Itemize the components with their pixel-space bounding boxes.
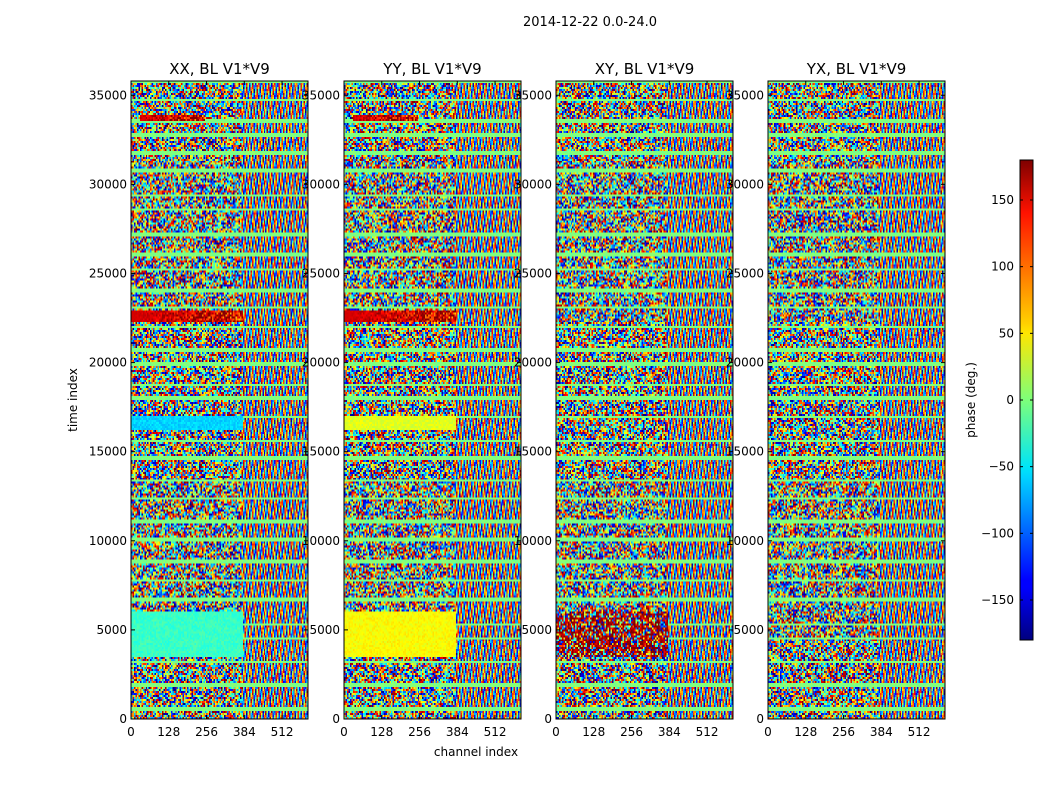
panel-frame xyxy=(130,80,309,720)
y-tick-label: 10000 xyxy=(514,534,552,548)
y-tick-label: 20000 xyxy=(302,356,340,370)
x-tick-label: 512 xyxy=(908,725,931,739)
x-tick-label: 512 xyxy=(271,725,294,739)
y-tick-label: 30000 xyxy=(514,177,552,191)
panel-title: YY, BL V1*V9 xyxy=(382,60,481,78)
x-tick-label: 128 xyxy=(582,725,605,739)
x-tick-label: 384 xyxy=(446,725,469,739)
x-tick-label: 0 xyxy=(552,725,560,739)
y-tick-label: 25000 xyxy=(89,266,127,280)
y-tick-label: 5000 xyxy=(733,623,764,637)
x-tick-label: 256 xyxy=(408,725,431,739)
panel-title: XY, BL V1*V9 xyxy=(595,60,695,78)
y-tick-label: 5000 xyxy=(309,623,340,637)
x-axis-label: channel index xyxy=(434,745,518,759)
panel-yy: YY, BL V1*V9 0 128 256 384 512 0 5000 10000 15000… xyxy=(302,60,522,739)
x-tick-label: 384 xyxy=(658,725,681,739)
x-tick-label: 256 xyxy=(832,725,855,739)
y-tick-label: 20000 xyxy=(726,356,764,370)
panel-frame xyxy=(343,80,522,720)
colorbar-tick-label: −150 xyxy=(981,593,1014,607)
y-tick-label: 35000 xyxy=(514,88,552,102)
y-tick-label: 30000 xyxy=(89,177,127,191)
y-tick-label: 15000 xyxy=(726,445,764,459)
y-tick-label: 35000 xyxy=(89,88,127,102)
x-tick-label: 512 xyxy=(696,725,719,739)
y-tick-label: 15000 xyxy=(89,445,127,459)
x-tick-label: 256 xyxy=(195,725,218,739)
colorbar-tick-label: −100 xyxy=(981,526,1014,540)
panel-title: YX, BL V1*V9 xyxy=(806,60,907,78)
colorbar: 150 100 50 0 −50 −100 −150 phase (deg.) xyxy=(964,159,1034,641)
x-tick-label: 0 xyxy=(764,725,772,739)
y-tick-label: 15000 xyxy=(514,445,552,459)
y-tick-label: 10000 xyxy=(302,534,340,548)
panel-yx: YX, BL V1*V9 0 128 256 384 512 0 5000 10000 15000… xyxy=(726,60,946,739)
panel-xx: XX, BL V1*V9 0 128 256 384 512 0 5000 10000 15000… xyxy=(89,60,309,739)
x-tick-label: 512 xyxy=(484,725,507,739)
heatmap-image-yx xyxy=(768,81,945,719)
y-tick-label: 10000 xyxy=(726,534,764,548)
colorbar-tick-label: 50 xyxy=(999,326,1014,340)
panel-xy: XY, BL V1*V9 0 128 256 384 512 0 5000 10000 15000… xyxy=(514,60,734,739)
y-tick-label: 10000 xyxy=(89,534,127,548)
heatmap-image-xy xyxy=(556,81,733,719)
figure-title: 2014-12-22 0.0-24.0 xyxy=(523,15,657,30)
x-tick-label: 128 xyxy=(370,725,393,739)
y-tick-label: 25000 xyxy=(302,266,340,280)
x-tick-label: 384 xyxy=(870,725,893,739)
colorbar-tick-label: −50 xyxy=(989,460,1014,474)
colorbar-tick-label: 100 xyxy=(991,260,1014,274)
colorbar-tick-label: 0 xyxy=(1006,393,1014,407)
y-tick-label: 20000 xyxy=(514,356,552,370)
y-tick-label: 25000 xyxy=(726,266,764,280)
y-tick-label: 20000 xyxy=(89,356,127,370)
panel-title: XX, BL V1*V9 xyxy=(169,60,270,78)
y-tick-label: 0 xyxy=(544,712,552,726)
y-tick-label: 0 xyxy=(756,712,764,726)
panel-frame xyxy=(767,80,946,720)
heatmap-image-yy xyxy=(344,81,521,719)
colorbar-label: phase (deg.) xyxy=(964,362,978,438)
x-tick-label: 0 xyxy=(127,725,135,739)
y-tick-label: 5000 xyxy=(96,623,127,637)
x-tick-label: 384 xyxy=(233,725,256,739)
colorbar-tick-label: 150 xyxy=(991,193,1014,207)
x-tick-label: 0 xyxy=(340,725,348,739)
y-tick-label: 5000 xyxy=(521,623,552,637)
y-tick-label: 0 xyxy=(119,712,127,726)
y-tick-label: 35000 xyxy=(726,88,764,102)
panel-frame xyxy=(555,80,734,720)
y-axis-label: time index xyxy=(66,368,80,432)
y-tick-label: 35000 xyxy=(302,88,340,102)
colorbar-ticks: 150 100 50 0 −50 −100 −150 xyxy=(981,193,1033,607)
x-tick-label: 128 xyxy=(157,725,180,739)
y-tick-label: 25000 xyxy=(514,266,552,280)
x-tick-label: 256 xyxy=(620,725,643,739)
y-tick-label: 30000 xyxy=(302,177,340,191)
x-tick-label: 128 xyxy=(794,725,817,739)
y-tick-label: 30000 xyxy=(726,177,764,191)
heatmap-image-xx xyxy=(131,81,308,719)
panels-group: XX, BL V1*V9 0 128 256 384 512 0 5000 10000 15000… xyxy=(89,60,946,739)
y-tick-label: 15000 xyxy=(302,445,340,459)
y-tick-label: 0 xyxy=(332,712,340,726)
